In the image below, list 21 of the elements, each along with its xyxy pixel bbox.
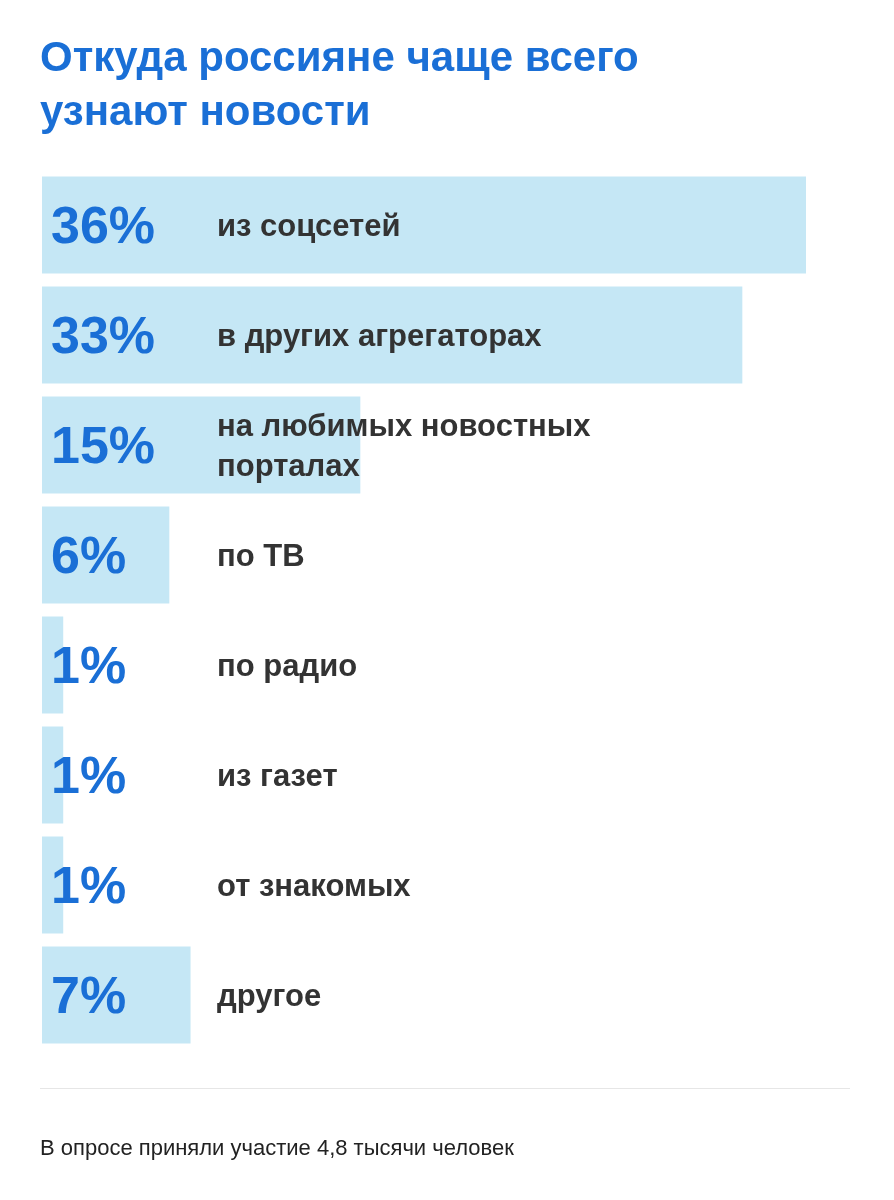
chart-title: Откуда россияне чаще всего узнают новости xyxy=(40,32,640,136)
data-label: 6% xyxy=(51,526,127,584)
data-label: 1% xyxy=(51,746,127,804)
y-tick-label: по ТВ xyxy=(217,537,305,573)
y-tick-label: в других агрегаторах xyxy=(217,317,543,353)
data-label: 33% xyxy=(51,306,156,364)
y-tick-label: от знакомых xyxy=(217,867,412,903)
data-label: 1% xyxy=(51,636,127,694)
y-tick-label: из газет xyxy=(217,757,338,793)
bar xyxy=(42,176,806,274)
data-label: 1% xyxy=(51,856,127,914)
bar xyxy=(42,946,191,1044)
y-tick-label: из соцсетей xyxy=(217,207,401,243)
y-tick-label: другое xyxy=(217,977,322,1013)
data-label: 7% xyxy=(51,966,127,1024)
y-tick-label: по радио xyxy=(217,647,358,683)
data-label: 36% xyxy=(51,196,156,254)
y-tick-label: на любимых новостных порталах xyxy=(217,407,600,483)
data-label: 15% xyxy=(51,416,156,474)
bar xyxy=(42,286,743,384)
text: В опросе приняли участие 4,8 тысячи человек xyxy=(40,1088,850,1161)
